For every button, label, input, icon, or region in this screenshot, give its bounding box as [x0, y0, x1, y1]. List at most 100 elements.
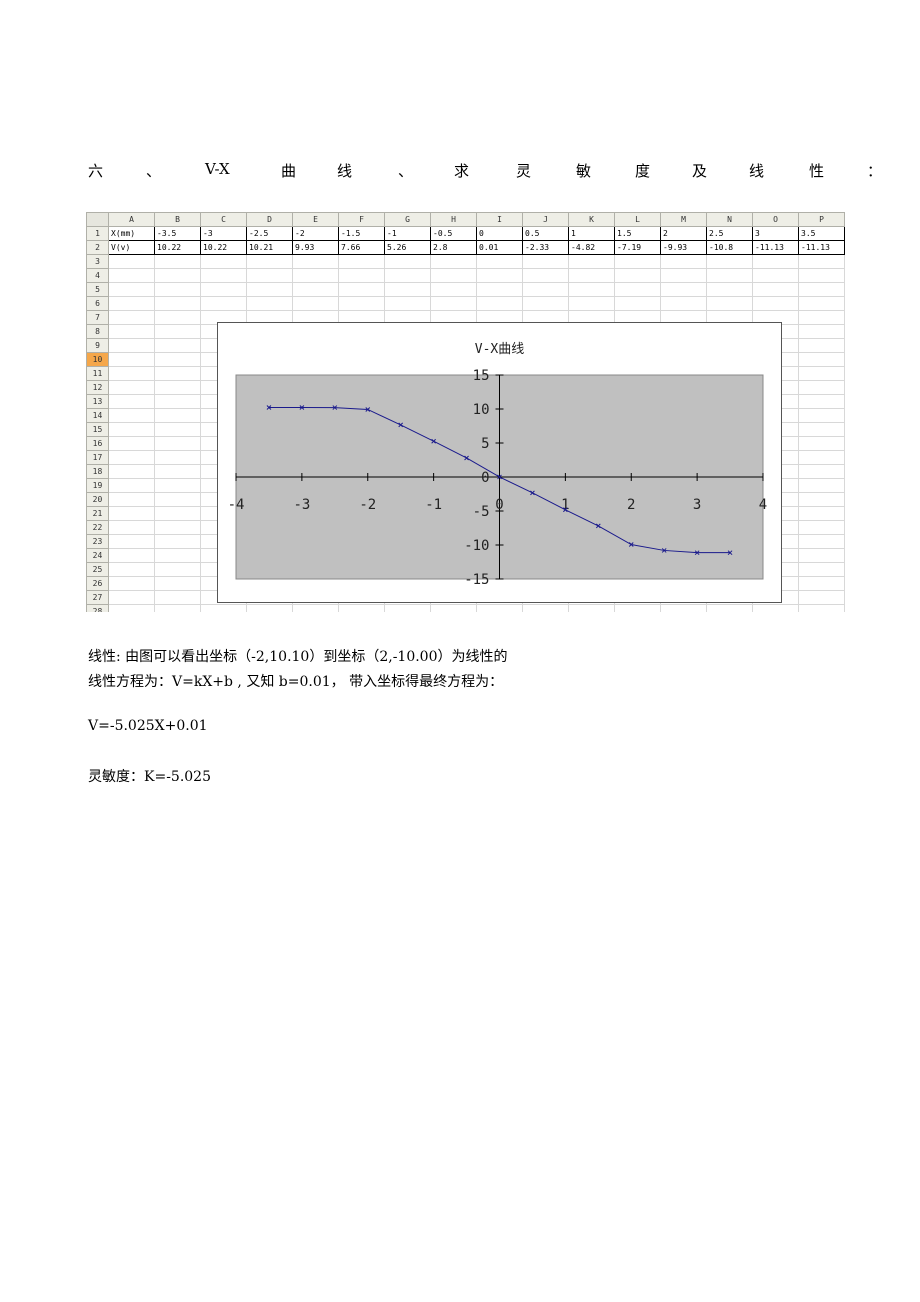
sheet-cell[interactable]: [798, 268, 845, 283]
sheet-cell[interactable]: [798, 296, 845, 311]
sheet-cell[interactable]: [522, 604, 569, 612]
column-header[interactable]: N: [706, 212, 753, 227]
sheet-cell[interactable]: [752, 254, 799, 269]
sheet-cell[interactable]: [798, 380, 845, 395]
sheet-cell[interactable]: 2: [660, 226, 707, 241]
sheet-cell[interactable]: [108, 380, 155, 395]
sheet-cell[interactable]: [706, 296, 753, 311]
sheet-cell[interactable]: [752, 296, 799, 311]
sheet-cell[interactable]: [154, 324, 201, 339]
sheet-cell[interactable]: [706, 282, 753, 297]
sheet-cell[interactable]: [338, 282, 385, 297]
sheet-cell[interactable]: [154, 366, 201, 381]
column-header[interactable]: O: [752, 212, 799, 227]
sheet-cell[interactable]: [108, 604, 155, 612]
sheet-cell[interactable]: [246, 282, 293, 297]
sheet-cell[interactable]: -1.5: [338, 226, 385, 241]
sheet-cell[interactable]: [338, 254, 385, 269]
row-header[interactable]: 27: [86, 590, 109, 605]
sheet-cell[interactable]: X(mm): [108, 226, 155, 241]
sheet-cell[interactable]: [108, 464, 155, 479]
sheet-cell[interactable]: [798, 534, 845, 549]
sheet-cell[interactable]: [154, 436, 201, 451]
sheet-cell[interactable]: [798, 492, 845, 507]
sheet-cell[interactable]: [108, 310, 155, 325]
row-header[interactable]: 25: [86, 562, 109, 577]
sheet-cell[interactable]: [108, 268, 155, 283]
column-header[interactable]: I: [476, 212, 523, 227]
sheet-cell[interactable]: [798, 408, 845, 423]
sheet-cell[interactable]: [706, 604, 753, 612]
sheet-cell[interactable]: 1: [568, 226, 615, 241]
sheet-cell[interactable]: -1: [384, 226, 431, 241]
sheet-cell[interactable]: [752, 282, 799, 297]
sheet-cell[interactable]: [798, 590, 845, 605]
sheet-cell[interactable]: [200, 604, 247, 612]
sheet-cell[interactable]: [154, 380, 201, 395]
row-header[interactable]: 6: [86, 296, 109, 311]
sheet-cell[interactable]: [154, 422, 201, 437]
sheet-cell[interactable]: 3: [752, 226, 799, 241]
sheet-cell[interactable]: [384, 254, 431, 269]
row-header[interactable]: 17: [86, 450, 109, 465]
sheet-cell[interactable]: 10.22: [200, 240, 247, 255]
sheet-cell[interactable]: 0.01: [476, 240, 523, 255]
column-header[interactable]: B: [154, 212, 201, 227]
sheet-cell[interactable]: [660, 604, 707, 612]
sheet-cell[interactable]: [798, 422, 845, 437]
column-header[interactable]: F: [338, 212, 385, 227]
row-header[interactable]: 11: [86, 366, 109, 381]
sheet-cell[interactable]: -7.19: [614, 240, 661, 255]
sheet-cell[interactable]: -3.5: [154, 226, 201, 241]
sheet-cell[interactable]: [108, 352, 155, 367]
sheet-cell[interactable]: [292, 282, 339, 297]
sheet-cell[interactable]: 1.5: [614, 226, 661, 241]
sheet-cell[interactable]: [798, 282, 845, 297]
sheet-cell[interactable]: [660, 268, 707, 283]
sheet-cell[interactable]: [476, 254, 523, 269]
sheet-cell[interactable]: [108, 366, 155, 381]
row-header[interactable]: 12: [86, 380, 109, 395]
column-header[interactable]: K: [568, 212, 615, 227]
sheet-cell[interactable]: [108, 394, 155, 409]
sheet-cell[interactable]: [108, 436, 155, 451]
sheet-cell[interactable]: [108, 338, 155, 353]
sheet-cell[interactable]: [154, 464, 201, 479]
sheet-corner[interactable]: [86, 212, 109, 227]
sheet-cell[interactable]: -11.13: [798, 240, 845, 255]
sheet-cell[interactable]: [798, 604, 845, 612]
sheet-cell[interactable]: [154, 296, 201, 311]
row-header[interactable]: 15: [86, 422, 109, 437]
sheet-cell[interactable]: -2.33: [522, 240, 569, 255]
sheet-cell[interactable]: [430, 296, 477, 311]
sheet-cell[interactable]: V(v): [108, 240, 155, 255]
sheet-cell[interactable]: [798, 254, 845, 269]
sheet-cell[interactable]: [476, 604, 523, 612]
sheet-cell[interactable]: [154, 506, 201, 521]
sheet-cell[interactable]: [660, 296, 707, 311]
column-header[interactable]: H: [430, 212, 477, 227]
sheet-cell[interactable]: [430, 268, 477, 283]
sheet-cell[interactable]: [154, 408, 201, 423]
sheet-cell[interactable]: [108, 408, 155, 423]
sheet-cell[interactable]: [568, 282, 615, 297]
sheet-cell[interactable]: [154, 338, 201, 353]
sheet-cell[interactable]: [108, 324, 155, 339]
sheet-cell[interactable]: 7.66: [338, 240, 385, 255]
sheet-cell[interactable]: [338, 604, 385, 612]
column-header[interactable]: J: [522, 212, 569, 227]
row-header[interactable]: 8: [86, 324, 109, 339]
sheet-cell[interactable]: [384, 296, 431, 311]
sheet-cell[interactable]: [154, 310, 201, 325]
sheet-cell[interactable]: [798, 450, 845, 465]
sheet-cell[interactable]: [798, 394, 845, 409]
sheet-cell[interactable]: [752, 268, 799, 283]
sheet-cell[interactable]: [154, 520, 201, 535]
sheet-cell[interactable]: [706, 268, 753, 283]
sheet-cell[interactable]: [798, 436, 845, 451]
sheet-cell[interactable]: [660, 282, 707, 297]
sheet-cell[interactable]: [798, 562, 845, 577]
row-header[interactable]: 4: [86, 268, 109, 283]
sheet-cell[interactable]: [292, 296, 339, 311]
row-header[interactable]: 3: [86, 254, 109, 269]
